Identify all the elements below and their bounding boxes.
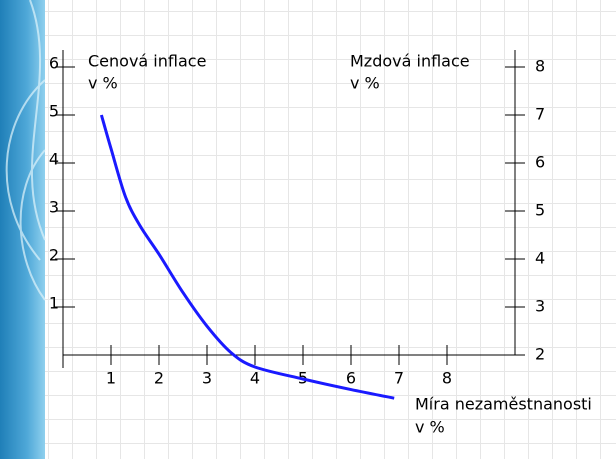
x-tick-label: 1	[106, 369, 116, 388]
x-tick-label: 6	[346, 369, 356, 388]
y-tick-label: 5	[49, 102, 59, 121]
y-axis-label: Cenová inflace	[88, 52, 206, 71]
x-axis-label: v %	[415, 418, 445, 437]
chart: Cenová inflace v % Mzdová inflace v % Mí…	[0, 0, 616, 459]
y2-tick-label: 4	[535, 249, 545, 268]
y-axis-label: v %	[88, 74, 118, 93]
y2-tick-label: 2	[535, 345, 545, 364]
y2-tick-label: 6	[535, 153, 545, 172]
x-tick-label: 2	[154, 369, 164, 388]
y2-tick-label: 5	[535, 201, 545, 220]
side-stripe	[0, 0, 45, 459]
y2-tick-label: 8	[535, 57, 545, 76]
slide: Cenová inflace v % Mzdová inflace v % Mí…	[0, 0, 616, 459]
x-tick-label: 8	[442, 369, 452, 388]
y-tick-label: 1	[49, 294, 59, 313]
y2-tick-label: 3	[535, 297, 545, 316]
curve	[101, 115, 394, 398]
x-tick-label: 7	[394, 369, 404, 388]
y2-axis-label: v %	[350, 74, 380, 93]
y2-tick-label: 7	[535, 105, 545, 124]
x-tick-label: 4	[250, 369, 260, 388]
x-tick-label: 3	[202, 369, 212, 388]
y-tick-label: 3	[49, 198, 59, 217]
y-tick-label: 2	[49, 246, 59, 265]
y-tick-label: 4	[49, 150, 59, 169]
y-tick-label: 6	[49, 54, 59, 73]
x-axis-label: Míra nezaměstnanosti	[415, 395, 592, 414]
y2-axis-label: Mzdová inflace	[350, 52, 470, 71]
